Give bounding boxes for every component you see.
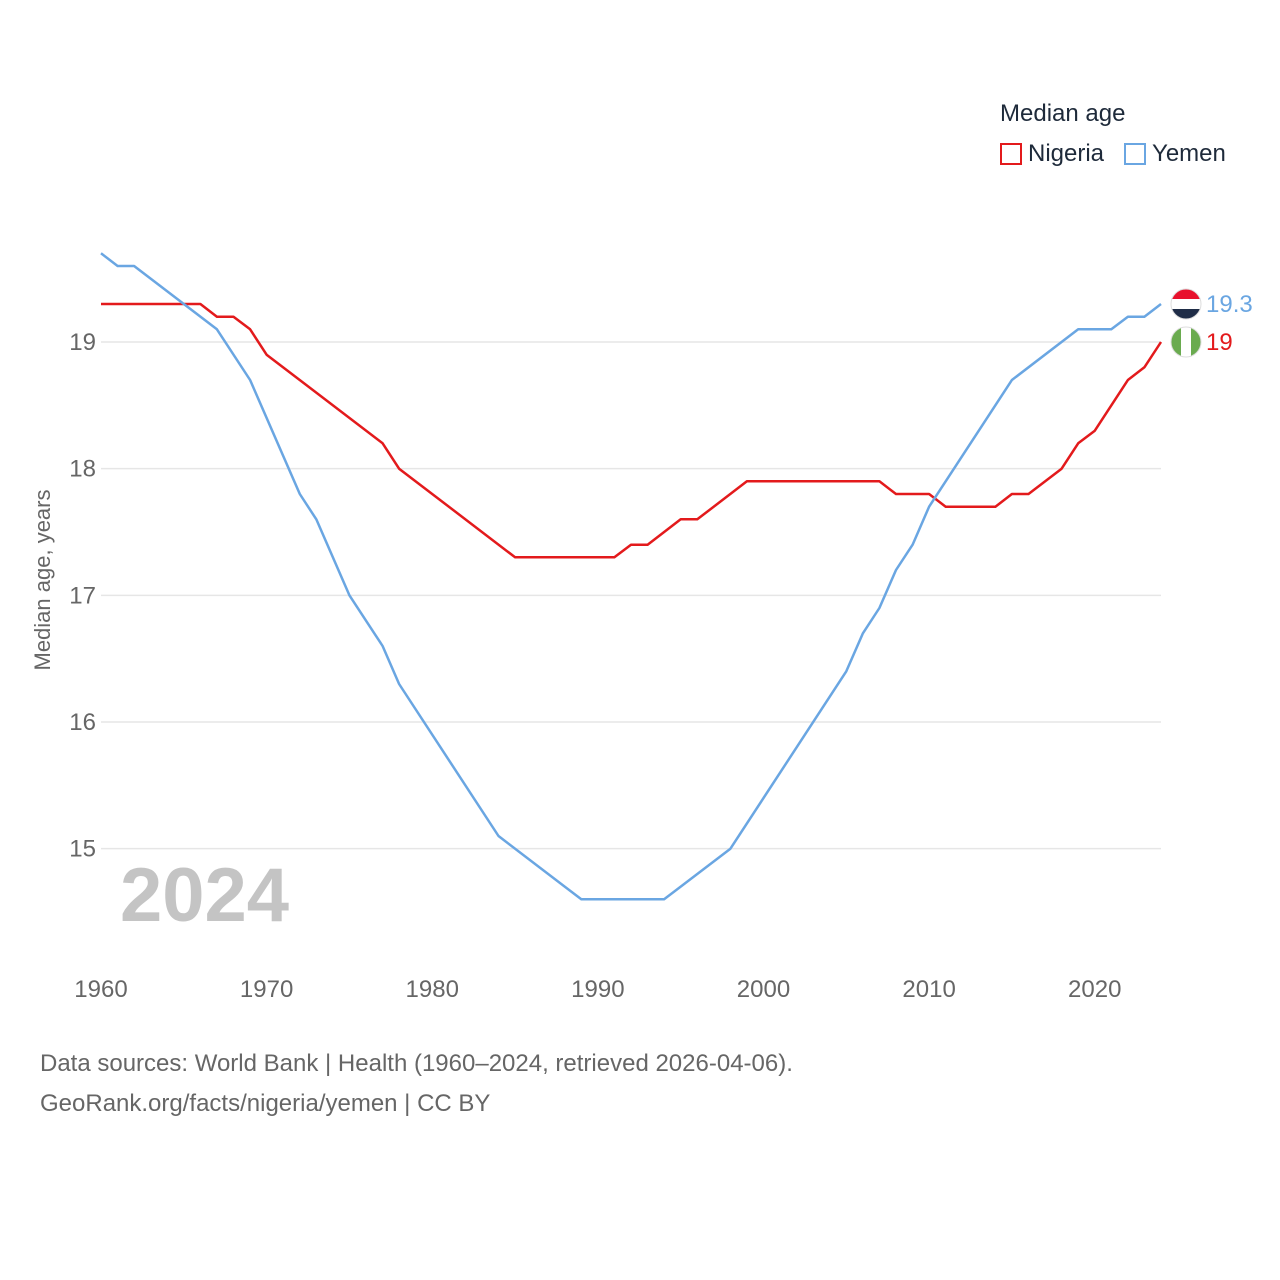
end-label-yemen: 19.3 xyxy=(1206,291,1253,318)
legend-label-nigeria: Nigeria xyxy=(1028,140,1105,167)
x-tick-label-2000: 2000 xyxy=(737,976,790,1003)
grid-lines xyxy=(101,341,1161,850)
legend-item-yemen[interactable]: Yemen xyxy=(1124,140,1226,168)
y-tick-label-18: 18 xyxy=(69,456,96,483)
series-lines xyxy=(100,252,1163,901)
legend-swatch-yemen xyxy=(1124,143,1147,165)
year-watermark: 2024 xyxy=(120,853,290,938)
legend-swatch-nigeria xyxy=(1000,143,1022,165)
y-axis-ticks: 15 16 17 18 19 xyxy=(69,329,96,863)
x-tick-label-1960: 1960 xyxy=(74,976,127,1003)
x-tick-label-2010: 2010 xyxy=(902,976,955,1003)
series-line-nigeria xyxy=(101,302,1163,559)
x-axis-ticks: 1960 1970 1980 1990 2000 2010 2020 xyxy=(74,976,1121,1003)
footer: Data sources: World Bank | Health (1960–… xyxy=(40,1044,793,1124)
legend-item-nigeria[interactable]: Nigeria xyxy=(1000,140,1104,168)
y-tick-label-17: 17 xyxy=(69,582,96,609)
x-tick-label-1990: 1990 xyxy=(571,976,624,1003)
yemen-flag-icon xyxy=(1170,288,1202,320)
series-line-yemen xyxy=(100,252,1162,901)
y-tick-label-16: 16 xyxy=(69,709,96,736)
data-sources-text: Data sources: World Bank | Health (1960–… xyxy=(40,1050,793,1077)
legend: Median age Nigeria Yemen xyxy=(1000,100,1226,168)
x-tick-label-1980: 1980 xyxy=(406,976,459,1003)
x-tick-label-2020: 2020 xyxy=(1068,976,1121,1003)
y-tick-label-15: 15 xyxy=(69,836,96,863)
legend-title: Median age xyxy=(1000,100,1126,127)
y-axis-label: Median age, years xyxy=(30,490,55,671)
y-tick-label-19: 19 xyxy=(69,329,96,356)
end-label-nigeria: 19 xyxy=(1206,329,1233,356)
end-labels: 19 19.3 xyxy=(1170,288,1253,358)
x-tick-label-1970: 1970 xyxy=(240,976,293,1003)
source-link[interactable]: GeoRank.org/facts/nigeria/yemen | CC BY xyxy=(40,1090,491,1117)
legend-label-yemen: Yemen xyxy=(1152,140,1226,167)
nigeria-flag-icon xyxy=(1170,326,1202,358)
